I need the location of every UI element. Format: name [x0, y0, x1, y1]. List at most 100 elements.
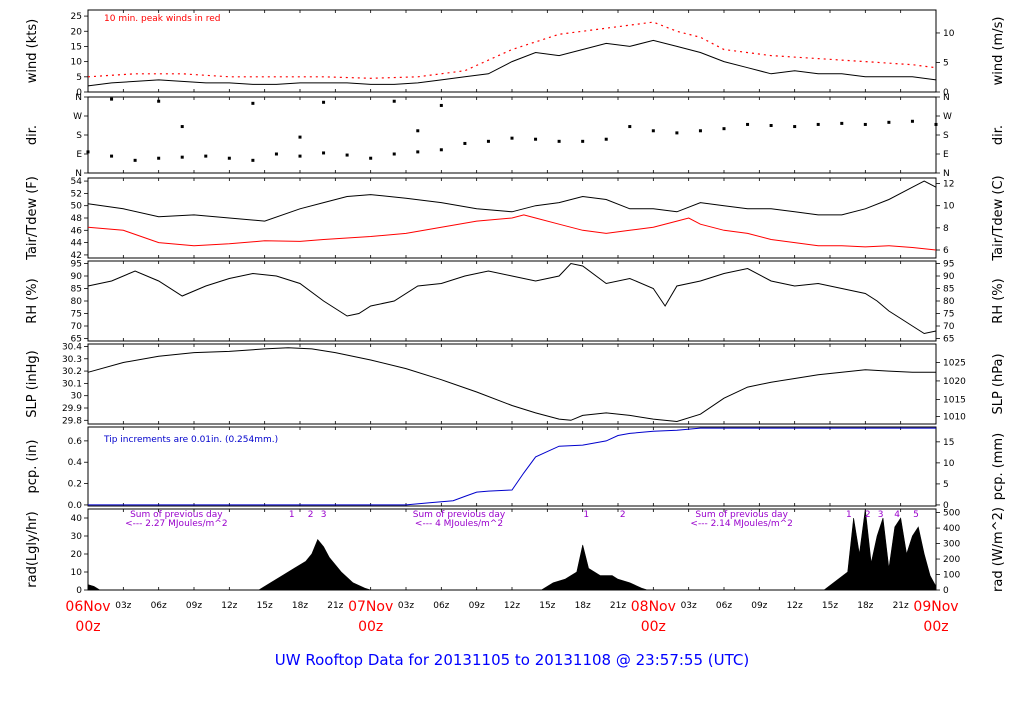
rad-ytick-label-left: 20	[71, 550, 83, 560]
rad-ylabel-left: rad(Lgly/hr)	[25, 511, 40, 587]
wind-ylabel-right: wind (m/s)	[991, 17, 1006, 86]
pcp-ytick-label-right: 5	[943, 480, 949, 490]
pcp-ytick-label-left: 0.4	[68, 458, 83, 468]
slp-panel: 29.8 29.9 30 30.1 30.2 30.3 30.4 1010 1015 1020 10…	[25, 342, 1006, 426]
temp-ytick-label-left: 46	[71, 226, 83, 236]
x-hour-label: 12z	[504, 601, 520, 611]
rh-ytick-label-right: 85	[943, 285, 954, 295]
x-hour-label: 09z	[186, 601, 202, 611]
temp-ytick-label-left: 48	[71, 214, 83, 224]
rh-ytick-label-left: 70	[71, 322, 83, 332]
x-day-label: 06Nov	[65, 599, 110, 615]
slp-frame	[87, 343, 937, 425]
x-day-time-label: 00z	[75, 619, 100, 635]
pcp-ytick-label-right: 10	[943, 459, 955, 469]
wind-ytick-label-left: 25	[71, 12, 82, 22]
rh-ytick-label-right: 70	[943, 322, 955, 332]
temp-ytick-label-left: 42	[71, 251, 82, 261]
x-day-time-label: 00z	[358, 619, 383, 635]
slp-ytick-label-left: 30	[71, 392, 83, 402]
dir-point	[463, 141, 467, 145]
rad-ytick-label-left: 0	[76, 586, 82, 596]
x-hour-label: 06z	[433, 601, 449, 611]
wind-ytick-label-left: 10	[71, 58, 83, 68]
dir-point	[934, 122, 938, 126]
x-hour-label: 15z	[257, 601, 273, 611]
rad-ytick-label-right: 100	[943, 571, 960, 581]
x-hour-label: 18z	[857, 601, 873, 611]
dir-point	[298, 154, 302, 158]
dir-ytick-label-left: W	[73, 112, 82, 122]
dir-ylabel-left: dir.	[25, 125, 40, 145]
dir-point	[86, 150, 90, 154]
dir-ytick-label-right: W	[943, 112, 952, 122]
rh-series-0	[87, 262, 937, 335]
dir-ytick-label-left: N	[75, 93, 82, 103]
x-hour-label: 18z	[575, 601, 591, 611]
dir-point	[534, 137, 538, 141]
rh-ytick-label-right: 90	[943, 272, 955, 282]
dir-frame	[87, 96, 937, 174]
dir-point	[110, 97, 114, 101]
wind-ytick-label-left: 20	[71, 27, 83, 37]
rad-annotation: 5	[913, 510, 919, 520]
wind-series-0	[87, 39, 937, 87]
dir-point	[416, 150, 420, 154]
x-hour-label: 15z	[539, 601, 555, 611]
dir-point	[274, 152, 278, 156]
dir-point	[675, 131, 679, 135]
slp-ytick-label-right: 1015	[943, 395, 966, 405]
rad-annotation: Sum of previous day	[413, 510, 506, 520]
rad-annotation: <--- 2.14 MJoules/m^2	[690, 519, 792, 529]
x-day-label: 07Nov	[348, 599, 393, 615]
rad-ytick-label-right: 200	[943, 555, 960, 565]
temp-ytick-label-right: 10	[943, 202, 955, 212]
dir-point	[157, 99, 161, 103]
pcp-ytick-label-right: 15	[943, 438, 954, 448]
slp-ytick-label-left: 29.9	[62, 404, 82, 414]
rad-ytick-label-left: 40	[71, 514, 83, 524]
pcp-ylabel-left: pcp. (in)	[25, 440, 40, 494]
temp-ytick-label-right: 12	[943, 180, 954, 190]
slp-ytick-label-left: 30.2	[62, 367, 82, 377]
slp-ytick-label-right: 1010	[943, 413, 966, 423]
dir-point	[251, 158, 255, 162]
rad-annotation: 2	[308, 510, 314, 520]
pcp-ytick-label-left: 0.6	[68, 437, 83, 447]
dir-point	[345, 153, 349, 157]
rh-ytick-label-left: 85	[71, 285, 82, 295]
slp-ytick-label-right: 1025	[943, 358, 966, 368]
rh-panel: 65 70 75 80 85 90 95 65 70 75 80 85 90 95 RH (%) RH (%)	[25, 260, 1006, 345]
dir-ytick-label-right: N	[943, 169, 950, 179]
rad-area-series	[87, 508, 937, 591]
dir-ylabel-right: dir.	[991, 125, 1006, 145]
dir-point	[180, 125, 184, 129]
rad-annotation: 1	[583, 510, 589, 520]
temp-series-0	[87, 180, 937, 222]
dir-point	[887, 120, 891, 124]
x-hour-label: 12z	[221, 601, 237, 611]
dir-ytick-label-left: S	[76, 131, 82, 141]
wind-series-1	[87, 21, 937, 79]
temp-ytick-label-left: 44	[71, 239, 83, 249]
dir-point	[910, 119, 914, 123]
dir-point	[604, 137, 608, 141]
dir-point	[157, 156, 161, 160]
dir-ytick-label-right: E	[943, 150, 949, 160]
temp-ytick-label-right: 8	[943, 224, 949, 234]
rad-annotation: 1	[289, 510, 295, 520]
rh-ytick-label-right: 80	[943, 297, 955, 307]
rad-annotation: 3	[878, 510, 884, 520]
dir-point	[439, 148, 443, 152]
rad-ytick-label-left: 30	[71, 532, 83, 542]
rad-ytick-label-right: 500	[943, 509, 960, 519]
dir-point	[793, 125, 797, 129]
x-day-time-label: 00z	[641, 619, 666, 635]
dir-point	[227, 156, 231, 160]
rh-frame	[87, 260, 937, 342]
pcp-ytick-label-left: 0.0	[68, 501, 83, 511]
rad-ytick-label-left: 10	[71, 568, 83, 578]
dir-point	[840, 121, 844, 125]
